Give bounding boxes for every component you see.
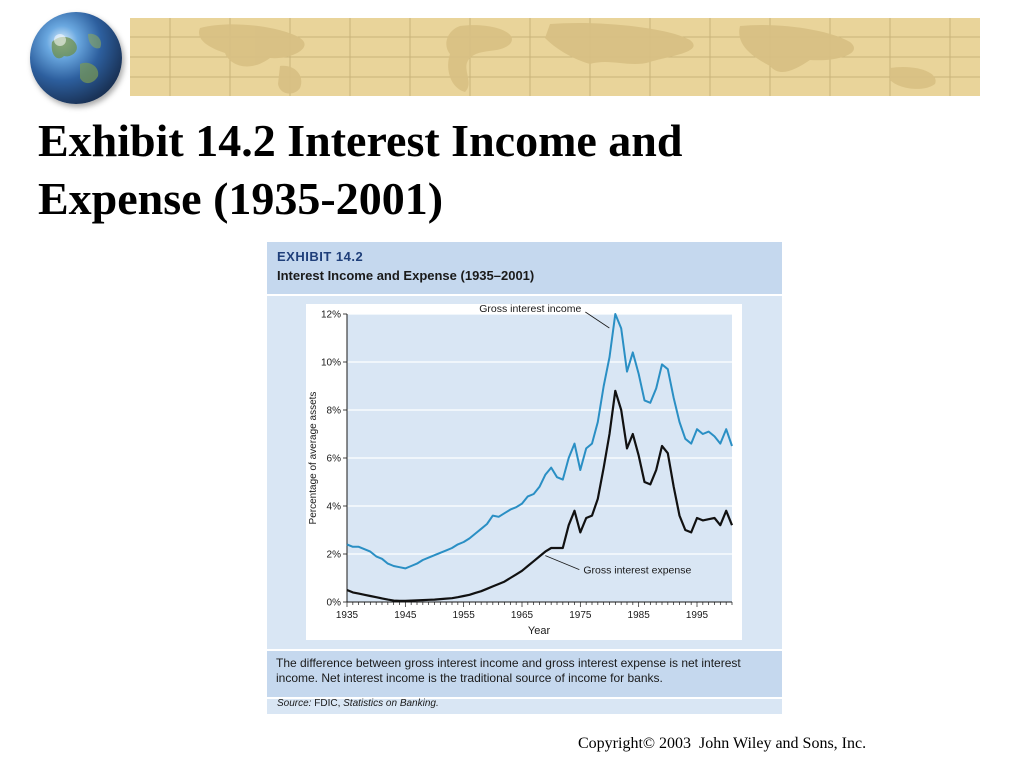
exhibit-header: EXHIBIT 14.2 Interest Income and Expense… bbox=[267, 242, 782, 296]
gross-interest-income-line bbox=[346, 313, 733, 570]
copyright-notice: Copyright© 2003 John Wiley and Sons, Inc… bbox=[578, 735, 867, 752]
y-axis-label: Percentage of average assets bbox=[308, 392, 319, 525]
x-tick-label: 1945 bbox=[394, 610, 417, 621]
x-tick-label: 1985 bbox=[628, 610, 651, 621]
source-prefix: Source: bbox=[277, 698, 312, 709]
exhibit-title: Interest Income and Expense (1935–2001) bbox=[277, 268, 535, 283]
exhibit-panel: EXHIBIT 14.2 Interest Income and Expense… bbox=[267, 242, 782, 714]
caption-text: The difference between gross interest in… bbox=[276, 656, 741, 685]
x-tick-label: 1955 bbox=[453, 610, 476, 621]
x-tick-label: 1935 bbox=[336, 610, 359, 621]
exhibit-caption: The difference between gross interest in… bbox=[267, 649, 782, 699]
x-axis-label: Year bbox=[528, 625, 551, 637]
source-org: FDIC, bbox=[314, 698, 341, 709]
chart-panel: 0% 2% 4% 6% 8% 10% 12% 1935 1945 1955 1965 1975 198… bbox=[306, 304, 742, 640]
x-tick-label: 1995 bbox=[686, 610, 709, 621]
expense-annotation: Gross interest expense bbox=[583, 565, 691, 577]
slide-title: Exhibit 14.2 Interest Income and Expense… bbox=[38, 112, 938, 228]
income-annotation: Gross interest income bbox=[479, 304, 581, 315]
x-tick-label: 1975 bbox=[569, 610, 592, 621]
annotations: Gross interest income Gross interest expe… bbox=[479, 304, 691, 577]
slide-title-line-1: Exhibit 14.2 Interest Income and bbox=[38, 115, 683, 166]
gross-interest-expense-line bbox=[346, 389, 734, 602]
y-tick-label: 2% bbox=[327, 550, 342, 561]
exhibit-label: EXHIBIT 14.2 bbox=[277, 249, 364, 264]
globe-icon bbox=[30, 12, 122, 104]
y-axis-ticks: 0% 2% 4% 6% 8% 10% 12% bbox=[321, 310, 347, 609]
y-tick-label: 12% bbox=[321, 310, 341, 321]
y-tick-label: 4% bbox=[327, 502, 342, 513]
y-tick-label: 0% bbox=[327, 598, 342, 609]
slide-title-line-2: Expense (1935-2001) bbox=[38, 173, 444, 224]
expense-leader-line bbox=[545, 555, 580, 570]
income-leader-line bbox=[585, 311, 610, 329]
y-tick-label: 8% bbox=[327, 406, 342, 417]
world-map-banner bbox=[130, 18, 980, 96]
line-chart: 0% 2% 4% 6% 8% 10% 12% 1935 1945 1955 1965 1975 198… bbox=[308, 304, 734, 637]
y-tick-label: 6% bbox=[327, 454, 342, 465]
series-lines bbox=[346, 313, 734, 602]
exhibit-source: Source: FDIC, Statistics on Banking. bbox=[277, 698, 439, 709]
x-tick-label: 1965 bbox=[511, 610, 534, 621]
y-tick-label: 10% bbox=[321, 358, 341, 369]
source-title: Statistics on Banking. bbox=[343, 698, 439, 709]
x-axis-ticks: 1935 1945 1955 1965 1975 1985 1995 bbox=[336, 314, 733, 621]
